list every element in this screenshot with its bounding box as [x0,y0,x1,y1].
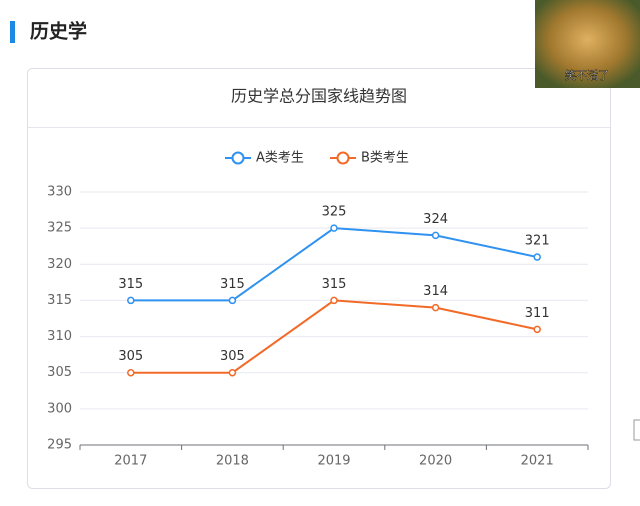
sticker-caption: 笑不活了 [565,68,609,82]
x-tick-label: 2017 [114,454,147,469]
point [533,325,541,334]
point [330,296,338,305]
y-tick-label: 310 [47,329,72,344]
legend-label: B类考生 [361,151,409,166]
data-label: 315 [220,277,245,292]
sticker-image [535,0,640,88]
x-tick-label: 2021 [521,454,554,469]
data-label: 314 [423,284,448,299]
header-title: 历史学 [30,20,87,43]
point [127,368,135,377]
y-tick-label: 305 [47,365,72,380]
data-label: 321 [525,234,550,249]
y-tick-label: 320 [47,257,72,272]
y-tick-label: 325 [47,221,72,236]
data-label: 305 [118,349,143,364]
point [330,224,338,232]
header-accent [10,21,15,43]
x-tick-label: 2019 [317,454,350,469]
data-label: 324 [423,212,448,227]
chart-title: 历史学总分国家线趋势图 [231,87,407,106]
point [431,303,440,312]
x-tick-label: 2020 [419,454,452,469]
legend-marker [231,151,245,165]
data-label: 311 [525,306,550,321]
x-tick-label: 2018 [216,454,249,469]
side-icon [633,419,640,441]
legend-label: A类考生 [256,151,304,166]
y-tick-label: 295 [47,438,72,453]
point [533,253,541,261]
card [27,68,611,489]
point [228,296,237,305]
point [431,231,440,240]
data-label: 315 [118,277,143,292]
y-tick-label: 300 [47,401,72,416]
data-label: 315 [322,277,347,292]
data-label: 305 [220,349,245,364]
y-tick-label: 315 [47,293,72,308]
data-label: 325 [322,205,347,220]
point [127,296,135,305]
y-tick-label: 330 [47,185,72,200]
legend-marker [336,151,350,165]
point [228,368,237,377]
